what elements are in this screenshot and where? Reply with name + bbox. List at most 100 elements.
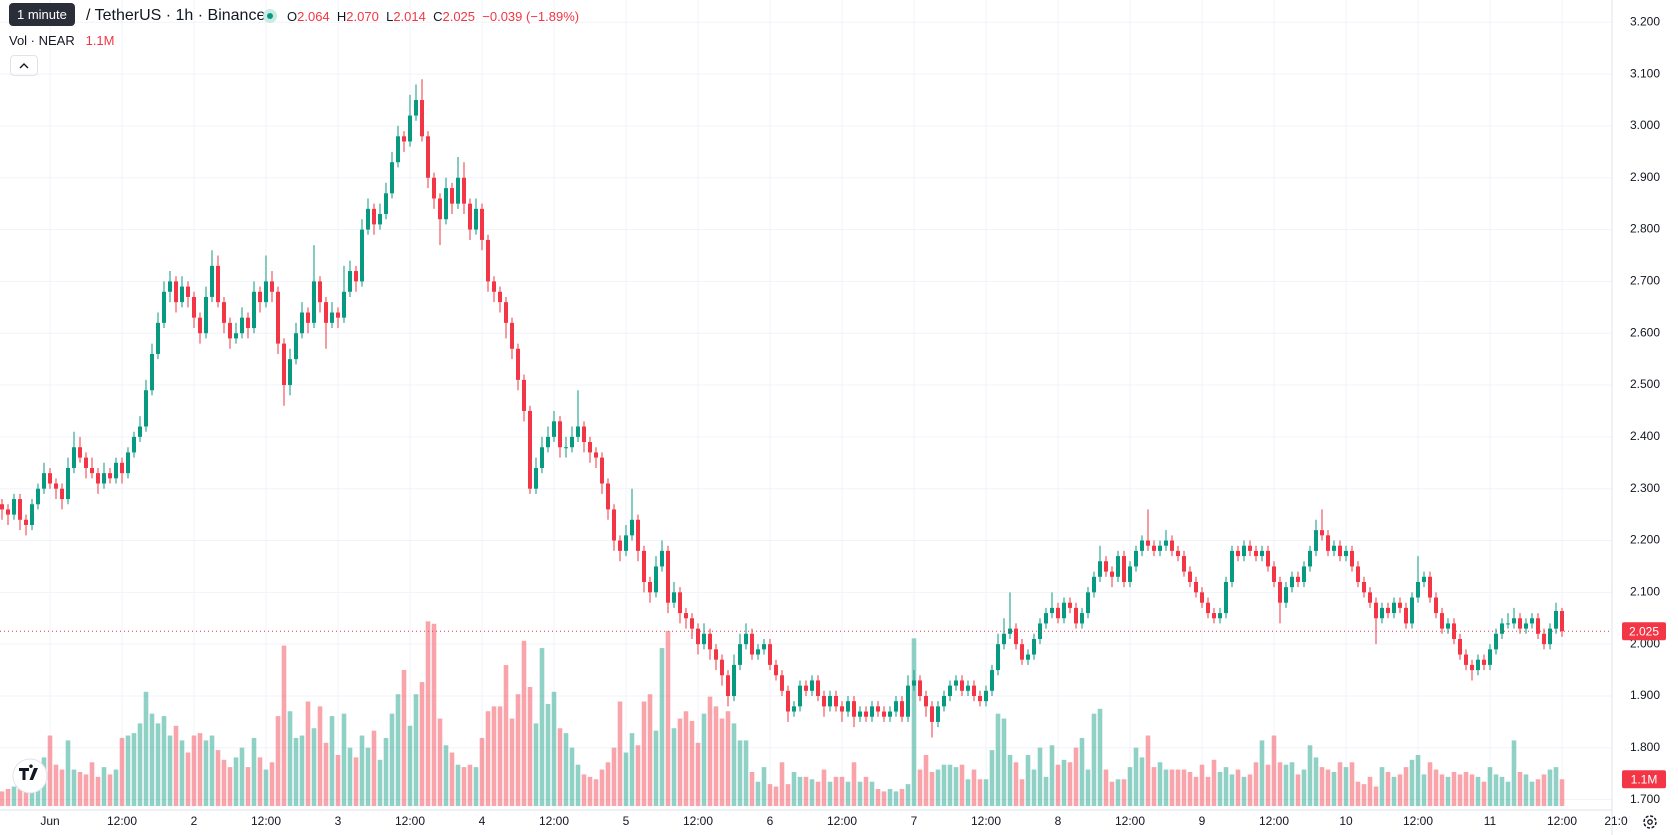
candle-body	[108, 473, 112, 479]
x-tick-label: 12:00	[1115, 814, 1145, 828]
volume-bar	[1439, 774, 1445, 806]
volume-bar	[59, 769, 65, 806]
x-tick-label: 12:00	[1403, 814, 1433, 828]
candle-body	[192, 296, 196, 318]
candle-body	[1410, 597, 1414, 624]
ohlc-value: 2.064	[297, 9, 330, 24]
volume-bar	[563, 733, 569, 806]
symbol-title[interactable]: / TetherUS · 1h · Binance	[86, 7, 266, 24]
candle-body	[1122, 556, 1126, 582]
volume-bar	[5, 788, 11, 806]
volume-bar	[305, 701, 311, 806]
candle-body	[444, 188, 448, 220]
volume-bar	[299, 735, 305, 806]
volume-bar	[1553, 767, 1559, 806]
candle-body	[6, 509, 10, 515]
candle-body	[672, 592, 676, 603]
candle-body	[228, 322, 232, 339]
candle-body	[1260, 550, 1264, 557]
candle-body	[366, 208, 370, 230]
volume-bar	[1517, 771, 1523, 806]
candle-body	[318, 281, 322, 303]
x-tick-label: 3	[335, 814, 342, 828]
candle-body	[1350, 550, 1354, 567]
volume-bar	[1391, 776, 1397, 806]
candle-body	[1092, 576, 1096, 593]
volume-bar	[899, 788, 905, 806]
volume-bar	[923, 754, 929, 806]
candle-body	[882, 711, 886, 717]
candle-body	[348, 271, 352, 292]
candle-body	[48, 473, 52, 484]
candle-body	[1212, 613, 1216, 619]
candle-body	[384, 193, 388, 215]
candle-body	[942, 695, 946, 707]
volume-bar	[719, 718, 725, 806]
y-tick-label: 3.100	[1630, 66, 1660, 80]
price-axis-bg	[1612, 0, 1678, 835]
volume-bar	[143, 691, 149, 806]
ohlc-legend: O2.064 H2.070 L2.014 C2.025 −0.039 (−1.8…	[287, 9, 579, 24]
candle-body	[234, 333, 238, 339]
volume-bar	[869, 781, 875, 806]
volume-bar	[1451, 771, 1457, 806]
volume-bar	[71, 769, 77, 806]
candle-body	[1314, 530, 1318, 551]
volume-bar	[353, 757, 359, 806]
volume-bar	[647, 694, 653, 806]
candle-body	[1002, 633, 1006, 645]
volume-bar	[1127, 767, 1133, 806]
volume-bar	[797, 776, 803, 806]
candle-body	[1542, 633, 1546, 645]
candle-body	[1518, 618, 1522, 629]
candle-body	[258, 291, 262, 303]
volume-bar	[947, 764, 953, 806]
volume-bar	[221, 759, 227, 806]
volume-bar	[635, 745, 641, 806]
volume-bar	[1103, 769, 1109, 806]
volume-bar	[1367, 776, 1373, 806]
volume-bar	[1193, 776, 1199, 806]
tv-logo[interactable]	[12, 758, 48, 794]
volume-bar	[1121, 779, 1127, 806]
candle-body	[510, 322, 514, 349]
candle-body	[204, 296, 208, 334]
settings-gear[interactable]	[1643, 815, 1657, 829]
volume-bar	[1403, 767, 1409, 806]
y-tick-label: 3.000	[1630, 118, 1660, 132]
candle-body	[1014, 628, 1018, 645]
candle-body	[876, 706, 880, 712]
volume-bar	[1109, 781, 1115, 806]
y-tick-label: 1.700	[1630, 792, 1660, 806]
volume-bar	[671, 728, 677, 806]
candle-body	[1158, 545, 1162, 551]
volume-bar	[17, 788, 23, 806]
candle-body	[1020, 644, 1024, 660]
candle-body	[1182, 556, 1186, 572]
x-tick-label: 12:00	[971, 814, 1001, 828]
collapse-button[interactable]	[10, 55, 38, 76]
volume-bar	[1379, 767, 1385, 806]
candle-body	[282, 343, 286, 386]
candle-body	[888, 711, 892, 717]
volume-bar	[467, 764, 473, 806]
candle-body	[462, 177, 466, 204]
volume-bar	[1337, 762, 1343, 806]
candle-body	[1086, 592, 1090, 614]
volume-bar	[1493, 774, 1499, 806]
x-tick-label: 12:00	[1547, 814, 1577, 828]
candle-body	[1434, 597, 1438, 614]
candle-body	[948, 685, 952, 696]
volume-bar	[1097, 708, 1103, 806]
change: −0.039 (−1.89%)	[482, 9, 580, 24]
market-status[interactable]	[263, 9, 277, 23]
candle-body	[156, 322, 160, 354]
volume-bar	[551, 691, 557, 806]
candle-body	[486, 239, 490, 282]
candle-body	[1344, 550, 1348, 557]
ohlc-letter: O	[287, 9, 298, 24]
x-tick-label: 7	[911, 814, 918, 828]
candle-body	[1278, 581, 1282, 603]
candle-body	[1326, 535, 1330, 551]
candle-body	[1428, 576, 1432, 598]
